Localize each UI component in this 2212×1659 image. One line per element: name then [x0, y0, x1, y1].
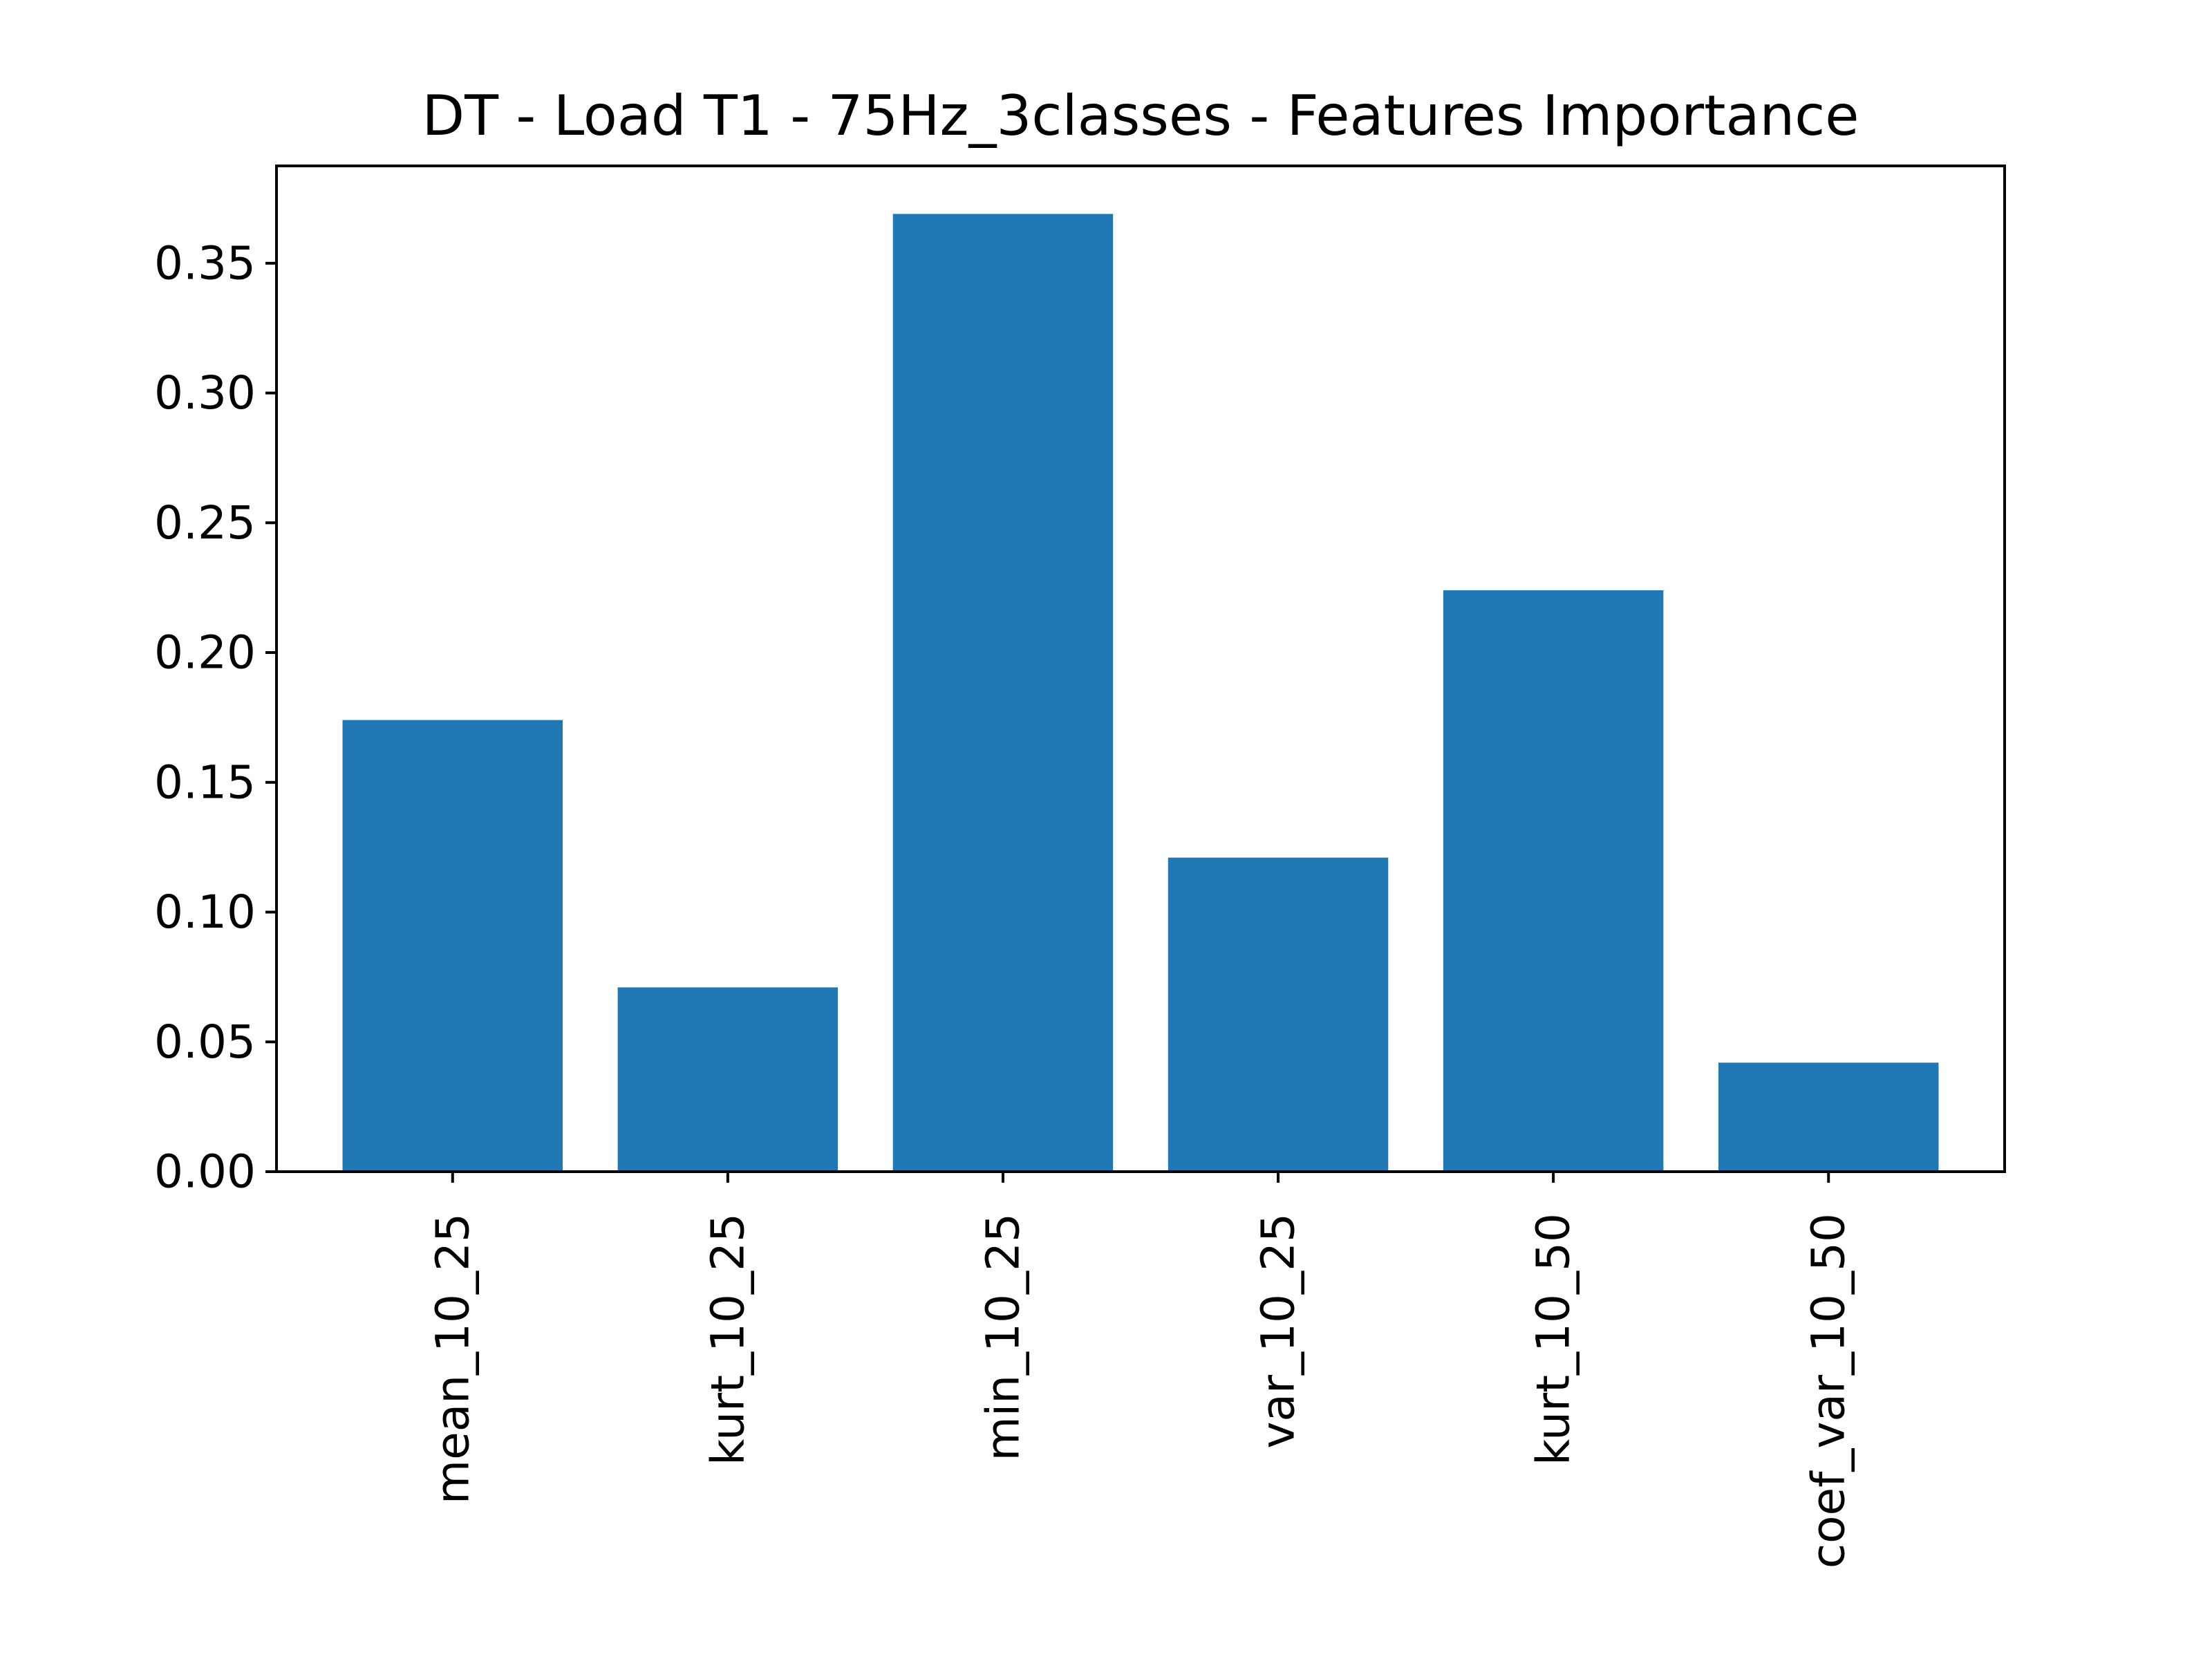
x-tick-label: var_10_25 — [1252, 1213, 1305, 1449]
y-tick-label: 0.10 — [154, 885, 256, 939]
x-axis: mean_10_25 kurt_10_25 min_10_25 var_10_25 ku… — [426, 1172, 1855, 1568]
y-tick-label: 0.05 — [154, 1015, 256, 1069]
x-tick-label: kurt_10_25 — [701, 1213, 754, 1465]
bar-kurt_10_25 — [617, 987, 838, 1172]
x-tick-label: kurt_10_50 — [1527, 1213, 1580, 1465]
bar-coef_var_10_50 — [1718, 1062, 1939, 1172]
y-tick-label: 0.35 — [154, 236, 256, 290]
y-tick-label: 0.25 — [154, 496, 256, 550]
y-tick-label: 0.00 — [154, 1145, 256, 1199]
chart-title: DT - Load T1 - 75Hz_3classes - Features … — [422, 84, 1859, 148]
x-tick-label: min_10_25 — [976, 1213, 1029, 1461]
x-tick-label: coef_var_10_50 — [1802, 1213, 1855, 1568]
bar-var_10_25 — [1168, 857, 1389, 1172]
bars-layer — [342, 214, 1939, 1172]
plot-frame — [275, 165, 2006, 1173]
y-tick-label: 0.20 — [154, 626, 256, 679]
y-tick-label: 0.15 — [154, 756, 256, 809]
x-tick-label: mean_10_25 — [426, 1213, 479, 1504]
y-tick-label: 0.30 — [154, 366, 256, 420]
bar-kurt_10_50 — [1443, 590, 1664, 1172]
bar-mean_10_25 — [342, 720, 563, 1172]
bar-min_10_25 — [892, 214, 1114, 1172]
y-axis: 0.00 0.05 0.10 0.15 0.20 0.25 0.30 0.35 — [154, 236, 276, 1199]
